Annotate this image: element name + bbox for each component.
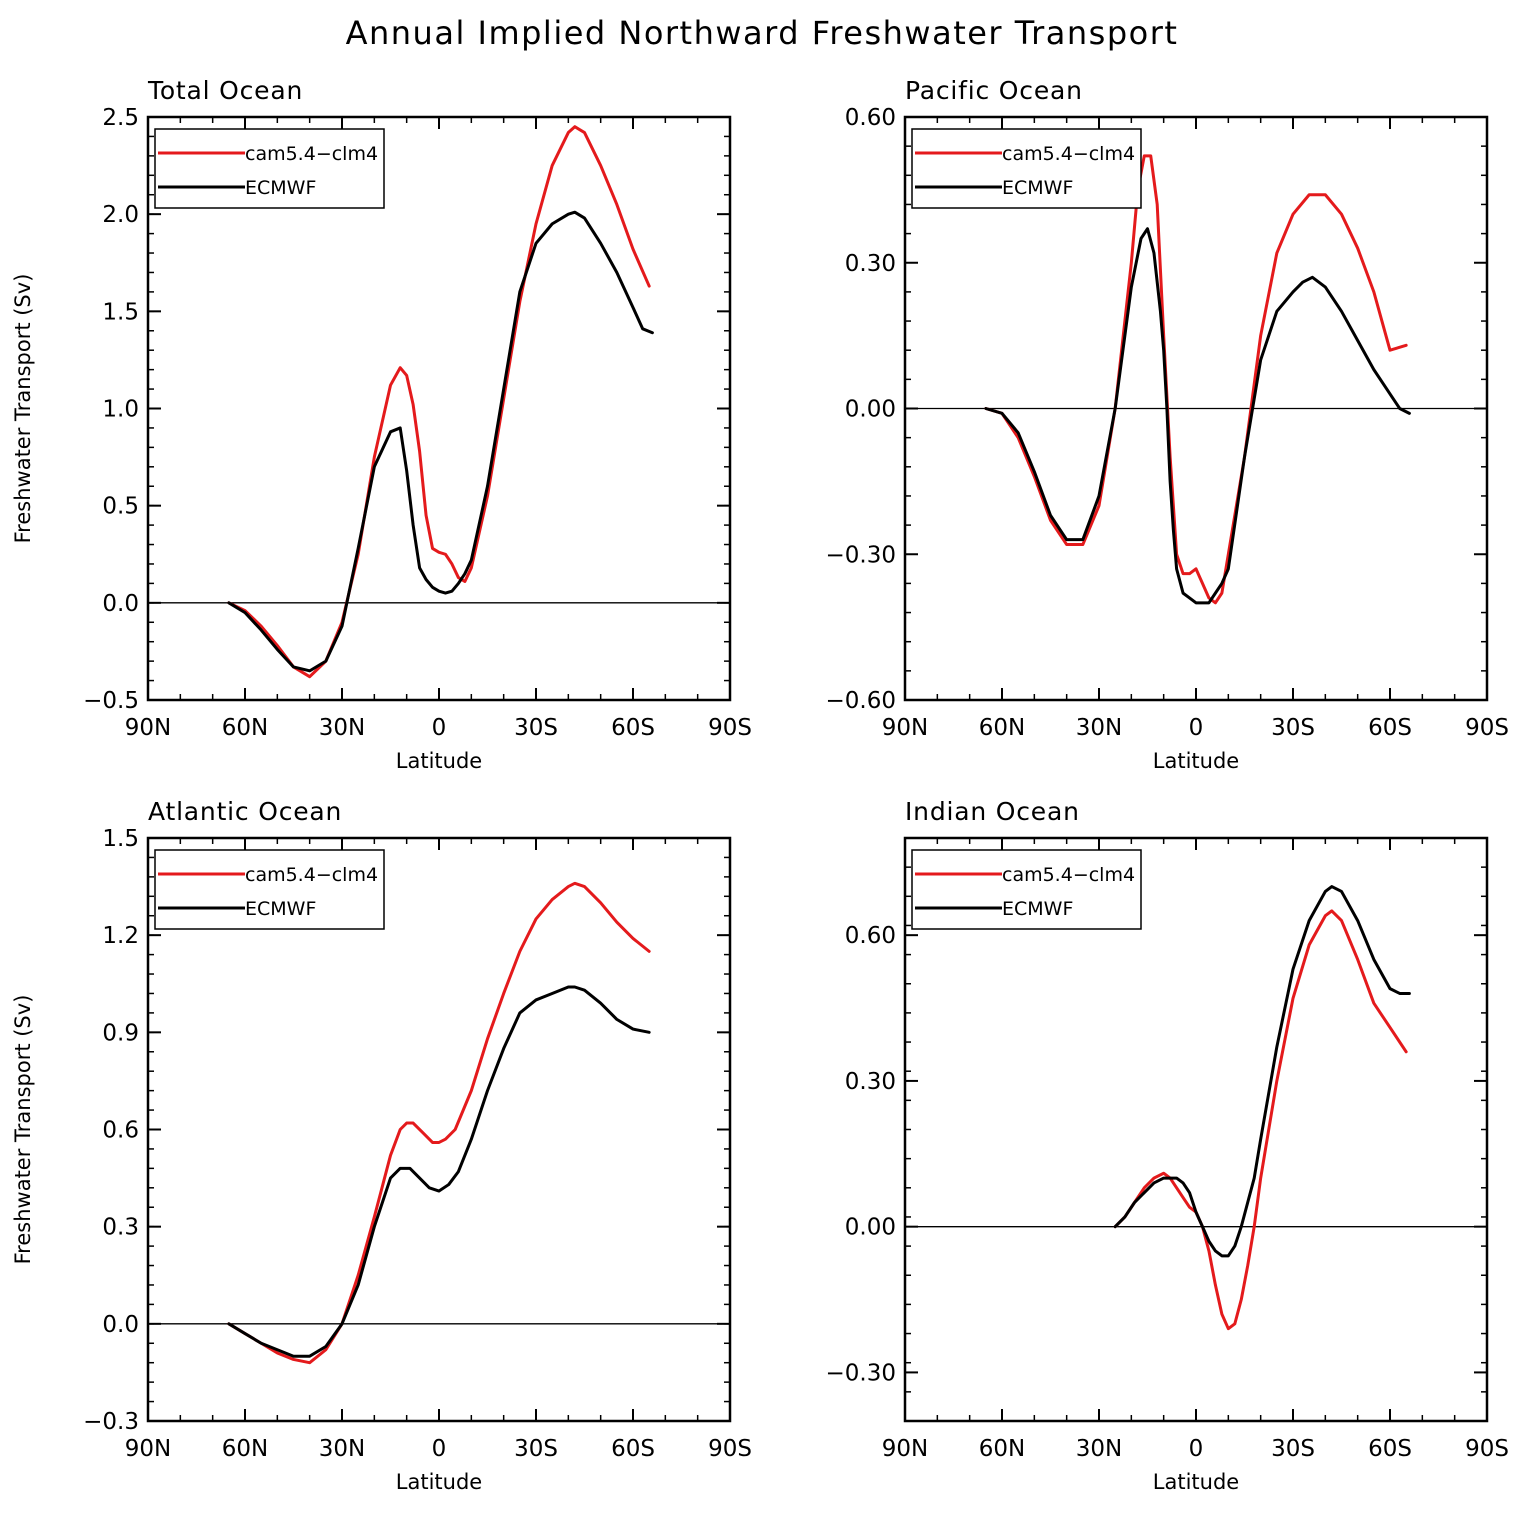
series-line-model [984, 154, 1408, 605]
plot-frame [146, 115, 732, 702]
y-tick-label: 0.5 [102, 494, 139, 520]
y-tick-label: −0.3 [83, 1409, 139, 1435]
x-tick-label: 60S [1368, 1436, 1412, 1462]
y-tick-label: 0.0 [102, 1312, 139, 1338]
chart-panel-atlantic-ocean: 90N 60N 30N 0 30S 60S 90S −0.3 0.0 0.3 0.6 0.9 1.2 1.… [11, 797, 752, 1494]
x-tick-label: 0 [432, 715, 447, 741]
x-tick-label: 30S [514, 715, 558, 741]
panel-title: Pacific Ocean [905, 76, 1083, 105]
y-tick-label: 1.0 [102, 397, 139, 423]
page-title: Annual Implied Northward Freshwater Tran… [345, 14, 1179, 52]
series-line-model [227, 881, 651, 1365]
y-tick-label: 0.30 [845, 251, 896, 277]
x-axis-title: Latitude [396, 1470, 482, 1494]
panel-title: Total Ocean [147, 76, 303, 105]
x-tick-label: 30N [1076, 715, 1122, 741]
series-line-model [227, 125, 651, 679]
legend-label: cam5.4−clm4 [245, 864, 378, 886]
x-tick-label: 90N [882, 715, 928, 741]
x-tick-label: 30N [319, 715, 365, 741]
y-tick-label: −0.30 [826, 542, 896, 568]
plot-frame [146, 836, 732, 1423]
chart-panel-total-ocean: 90N 60N 30N 0 30S 60S 90S −0.5 0.0 0.5 1.0 1.5 2.0 2.… [11, 76, 752, 773]
panel-title: Atlantic Ocean [148, 797, 342, 826]
plot-frame [903, 836, 1489, 1423]
x-tick-label: 30S [1271, 1436, 1315, 1462]
y-tick-label: 2.5 [102, 105, 139, 131]
x-tick-label: 60N [979, 1436, 1025, 1462]
y-tick-label: 0.6 [102, 1118, 139, 1144]
y-tick-label: 0.9 [102, 1020, 139, 1046]
legend: cam5.4−clm4 ECMWF [911, 128, 1142, 209]
x-tick-label: 90N [882, 1436, 928, 1462]
y-tick-label: −0.60 [826, 688, 896, 714]
y-tick-label: 0.0 [102, 591, 139, 617]
x-tick-label: 0 [1189, 1436, 1204, 1462]
panel-title: Indian Ocean [905, 797, 1080, 826]
x-axis-title: Latitude [396, 749, 482, 773]
x-tick-label: 60S [1368, 715, 1412, 741]
series-line-obs [1113, 885, 1411, 1258]
legend-box [154, 849, 385, 930]
x-tick-label: 90S [708, 715, 752, 741]
x-axis-title: Latitude [1153, 1470, 1239, 1494]
y-tick-label: 1.2 [102, 923, 139, 949]
x-tick-label: 30S [1271, 715, 1315, 741]
series-line-obs [227, 210, 654, 673]
legend-label: cam5.4−clm4 [1002, 143, 1135, 165]
legend-label: ECMWF [1002, 898, 1073, 920]
legend: cam5.4−clm4 ECMWF [154, 849, 385, 930]
series-line-obs [227, 985, 651, 1358]
y-tick-label: 0.60 [845, 923, 896, 949]
x-tick-label: 90N [125, 715, 171, 741]
y-tick-label: 0.00 [845, 397, 896, 423]
y-tick-label: 0.30 [845, 1069, 896, 1095]
x-tick-label: 30N [1076, 1436, 1122, 1462]
x-tick-label: 60S [611, 715, 655, 741]
legend-label: ECMWF [245, 177, 316, 199]
x-tick-label: 60N [979, 715, 1025, 741]
chart-panel-pacific-ocean: 90N 60N 30N 0 30S 60S 90S −0.60 −0.30 0.00 0.30 0.6… [826, 76, 1509, 773]
y-tick-label: 1.5 [102, 826, 139, 852]
x-axis-title: Latitude [1153, 749, 1239, 773]
series-line-model [1113, 909, 1408, 1331]
x-tick-label: 30N [319, 1436, 365, 1462]
x-tick-label: 90S [1465, 715, 1509, 741]
series-line-obs [984, 227, 1411, 605]
x-tick-label: 90N [125, 1436, 171, 1462]
y-tick-label: −0.5 [83, 688, 139, 714]
x-tick-label: 90S [1465, 1436, 1509, 1462]
legend-box [911, 849, 1142, 930]
legend-label: ECMWF [245, 898, 316, 920]
y-tick-label: 0.60 [845, 105, 896, 131]
y-tick-label: 0.00 [845, 1215, 896, 1241]
legend: cam5.4−clm4 ECMWF [154, 128, 385, 209]
plot-frame [903, 115, 1489, 702]
x-tick-label: 60S [611, 1436, 655, 1462]
y-axis-title: Freshwater Transport (Sv) [11, 995, 35, 1265]
legend: cam5.4−clm4 ECMWF [911, 849, 1142, 930]
y-tick-label: 0.3 [102, 1215, 139, 1241]
y-tick-label: 1.5 [102, 299, 139, 325]
legend-box [154, 128, 385, 209]
x-tick-label: 30S [514, 1436, 558, 1462]
legend-label: cam5.4−clm4 [245, 143, 378, 165]
x-tick-label: 0 [1189, 715, 1204, 741]
y-axis-title: Freshwater Transport (Sv) [11, 274, 35, 544]
x-tick-label: 90S [708, 1436, 752, 1462]
chart-panel-indian-ocean: 90N 60N 30N 0 30S 60S 90S −0.30 0.00 0.30 0.60 cam5… [826, 797, 1509, 1494]
legend-label: ECMWF [1002, 177, 1073, 199]
y-tick-label: 2.0 [102, 202, 139, 228]
y-tick-label: −0.30 [826, 1360, 896, 1386]
x-tick-label: 0 [432, 1436, 447, 1462]
legend-box [911, 128, 1142, 209]
x-tick-label: 60N [222, 715, 268, 741]
legend-label: cam5.4−clm4 [1002, 864, 1135, 886]
x-tick-label: 60N [222, 1436, 268, 1462]
